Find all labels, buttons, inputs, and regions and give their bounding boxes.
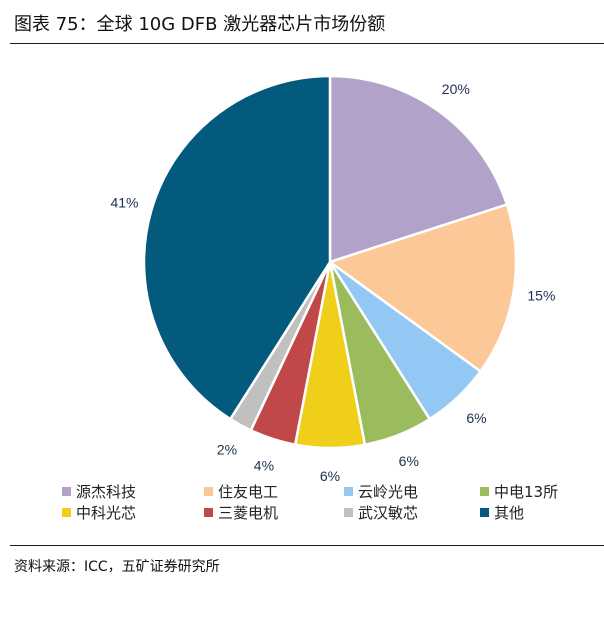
pie-slice-1: [328, 74, 509, 264]
slice-label-4: 6%: [399, 453, 419, 469]
legend-item-4: 中电13所: [480, 481, 558, 502]
legend-item-8: 其他: [480, 502, 524, 523]
slice-label-5: 6%: [320, 468, 340, 484]
legend-label: 源杰科技: [76, 483, 137, 501]
legend-label: 中电13所: [494, 483, 559, 501]
legend-swatch: [204, 487, 213, 496]
pie-labels: 20% 15% 6% 6% 6% 4% 2% 41%: [110, 81, 555, 484]
legend-item-1: 源杰科技: [62, 481, 136, 502]
slice-label-6: 4%: [254, 458, 274, 474]
pie-slices: [142, 74, 518, 450]
slice-label-1: 20%: [442, 81, 470, 97]
legend-item-6: 三菱电机: [204, 502, 278, 523]
legend-swatch: [480, 487, 489, 496]
legend-swatch: [204, 508, 213, 517]
slice-label-7: 2%: [217, 442, 237, 458]
slice-label-2: 15%: [527, 288, 555, 304]
source-divider: [10, 545, 604, 546]
legend-swatch: [344, 487, 353, 496]
legend-label: 住友电工: [218, 483, 279, 501]
legend-swatch: [480, 508, 489, 517]
legend-label: 三菱电机: [218, 504, 279, 522]
legend-swatch: [62, 487, 71, 496]
slice-label-3: 6%: [466, 410, 486, 426]
title-divider: [10, 43, 604, 44]
chart-title: 图表 75：全球 10G DFB 激光器芯片市场份额: [14, 14, 386, 35]
legend-label: 云岭光电: [358, 483, 419, 501]
legend-swatch: [62, 508, 71, 517]
pie-slice-8: [142, 74, 332, 421]
legend-label: 武汉敏芯: [358, 504, 419, 522]
legend-label: 其他: [494, 504, 525, 522]
legend-item-7: 武汉敏芯: [344, 502, 418, 523]
legend-label: 中科光芯: [76, 504, 137, 522]
legend-item-5: 中科光芯: [62, 502, 136, 523]
legend-item-2: 住友电工: [204, 481, 278, 502]
source-note: 资料来源：ICC，五矿证券研究所: [14, 559, 220, 575]
legend-swatch: [344, 508, 353, 517]
slice-label-8: 41%: [110, 194, 138, 210]
legend-item-3: 云岭光电: [344, 481, 418, 502]
pie-slice-2: [328, 203, 518, 373]
